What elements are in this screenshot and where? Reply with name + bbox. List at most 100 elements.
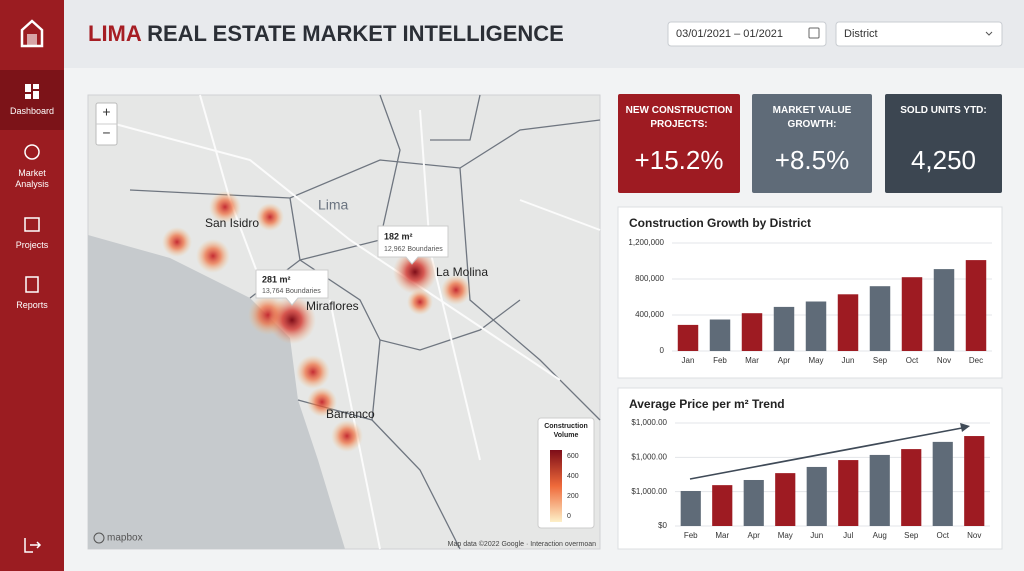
place-label: Lima	[318, 197, 349, 213]
zoom-in[interactable]: +	[102, 104, 110, 120]
x-tick-label: Jan	[682, 356, 695, 365]
bar	[933, 269, 955, 351]
bar	[741, 313, 763, 351]
y-tick-label: $0	[658, 521, 667, 530]
nav-label: Dashboard	[9, 106, 55, 116]
district-label: District	[844, 28, 878, 40]
color-bar	[550, 450, 562, 522]
kpi-card	[618, 94, 740, 193]
calendar-icon	[808, 27, 820, 39]
nav-label: Projects	[15, 240, 49, 250]
projects-icon	[24, 217, 40, 232]
legend-tick: 0	[567, 513, 571, 520]
kpi-value: 4,250	[911, 145, 976, 175]
bar	[837, 294, 859, 351]
nav-item[interactable]: Market Analysis	[0, 168, 64, 190]
bar	[838, 460, 859, 526]
x-tick-label: Mar	[715, 531, 729, 540]
y-tick-label: 800,000	[635, 274, 664, 283]
x-tick-label: Nov	[967, 531, 981, 540]
app-title: LIMA REAL ESTATE MARKET INTELLIGENCE	[88, 21, 564, 46]
bar	[964, 436, 985, 526]
x-tick-label: Mar	[745, 356, 759, 365]
charts: Construction Growth by District 0 400,000 8…	[628, 216, 992, 540]
heatmap	[162, 191, 471, 452]
kpi-label: SOLD UNITS YTD:	[900, 105, 987, 116]
y-tick-label: $1,000.00	[631, 487, 667, 496]
bar	[677, 324, 699, 351]
x-tick-label: Feb	[713, 356, 727, 365]
x-tick-label: May	[808, 356, 823, 365]
legend-tick: 400	[567, 473, 579, 480]
place-label: Miraflores	[306, 299, 359, 313]
y-tick-label: 400,000	[635, 310, 664, 319]
tooltip-detail: 12,962 Boundaries	[384, 246, 443, 253]
bar	[743, 479, 764, 526]
active-item	[0, 70, 64, 130]
kpi-row: NEW CONSTRUCTION PROJECTS: +15.2% MARKET V…	[618, 94, 1002, 193]
kpi-label: MARKET VALUE GROWTH:	[772, 105, 852, 130]
legend-tick: 600	[567, 453, 579, 460]
bar	[680, 490, 701, 526]
date-picker[interactable]	[667, 21, 827, 47]
kpi-label-box: NEW CONSTRUCTION PROJECTS:	[625, 105, 733, 130]
x-tick-label: May	[778, 531, 793, 540]
place-label: La Molina	[436, 265, 488, 279]
nav-item[interactable]: Projects	[0, 240, 64, 251]
bar	[965, 260, 987, 351]
date-range: 03/01/2021 – 01/2021	[676, 28, 783, 40]
legend-title: Construction Volume	[544, 423, 588, 439]
title-accent: LIMA	[88, 21, 142, 46]
mapbox-logo	[93, 532, 105, 544]
title-rest: REAL ESTATE MARKET INTELLIGENCE	[141, 21, 564, 46]
kpi-label: NEW CONSTRUCTION PROJECTS:	[625, 105, 733, 130]
bar	[805, 301, 827, 351]
x-tick-label: Feb	[684, 531, 698, 540]
x-tick-label: Jun	[810, 531, 823, 540]
kpi-value: +15.2%	[635, 145, 724, 175]
zoom-out[interactable]: −	[102, 125, 110, 141]
kpi-label-box: SOLD UNITS YTD:	[900, 105, 987, 116]
y-tick-label: 0	[660, 346, 665, 355]
logout-icon[interactable]	[24, 538, 42, 553]
bar	[773, 306, 795, 351]
sea	[88, 235, 345, 549]
district-select[interactable]	[835, 21, 1003, 47]
y-tick-label: $1,000.00	[631, 452, 667, 461]
y-tick-label: 1,200,000	[628, 238, 664, 247]
tooltip-area: 182 m²	[384, 231, 413, 241]
x-tick-label: Sep	[873, 356, 888, 365]
tooltip	[255, 269, 329, 306]
kpi-card	[752, 94, 872, 193]
nav-label: Market Analysis	[15, 168, 49, 189]
place-label: San Isidro	[205, 216, 259, 230]
x-tick-label: Nov	[937, 356, 951, 365]
chevron	[985, 31, 993, 36]
x-tick-label: Dec	[969, 356, 983, 365]
x-tick-label: Oct	[906, 356, 919, 365]
bar	[806, 466, 827, 526]
x-tick-label: Apr	[778, 356, 791, 365]
bar	[709, 319, 731, 351]
tooltip-area: 281 m²	[262, 274, 291, 284]
analysis-icon	[24, 144, 40, 160]
tooltip-detail: 13,764 Boundaries	[262, 288, 321, 295]
nav-label: Reports	[16, 300, 48, 310]
dashboard-icon	[25, 84, 39, 99]
legend-title-box: Construction Volume	[544, 423, 588, 439]
bar	[775, 473, 796, 526]
bar	[712, 485, 733, 526]
logo	[20, 19, 44, 48]
nav-item[interactable]: Dashboard	[0, 106, 64, 117]
x-tick-label: Jun	[842, 356, 855, 365]
chart-title: Construction Growth by District	[629, 216, 811, 230]
bar	[901, 449, 922, 526]
bar	[932, 441, 953, 526]
bar	[869, 286, 891, 351]
nav-item[interactable]: Reports	[0, 300, 64, 311]
y-tick-label: $1,000.00	[631, 418, 667, 427]
reports-icon	[25, 276, 39, 293]
place-label: Barranco	[326, 407, 375, 421]
